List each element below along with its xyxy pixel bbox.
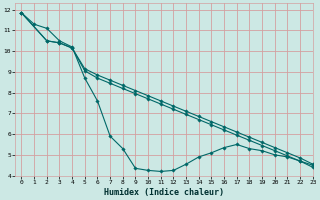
X-axis label: Humidex (Indice chaleur): Humidex (Indice chaleur)	[104, 188, 224, 197]
